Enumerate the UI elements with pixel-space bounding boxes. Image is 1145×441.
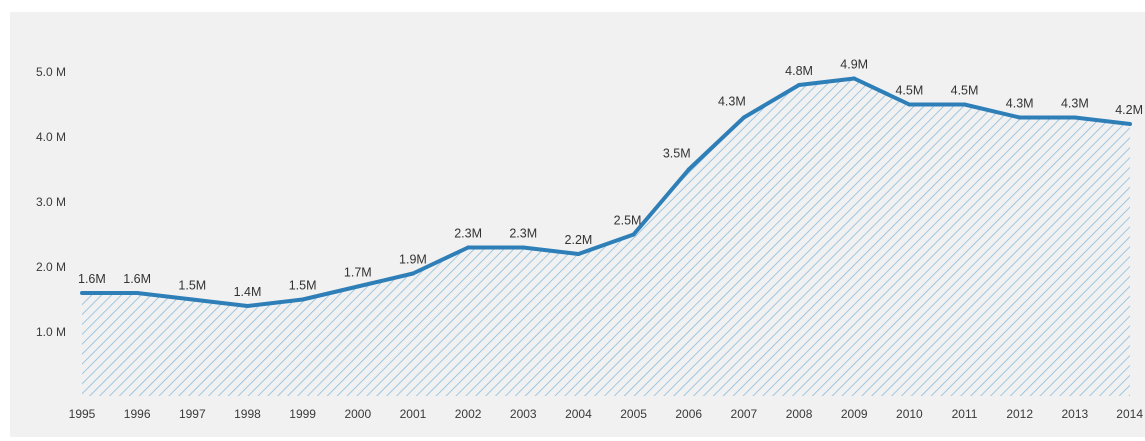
y-tick-label: 3.0 M [36, 195, 66, 209]
series-line-segment [190, 297, 250, 308]
data-labels: 1.6M 1.6M 1.5M 1.4M 1.5M 1.7M 1.9M 2.3M 2.3M 2.2M… [78, 58, 1143, 300]
data-label: 4.2M [1115, 103, 1143, 117]
x-tick-label: 2007 [731, 407, 758, 421]
data-label: 1.5M [178, 279, 206, 293]
x-tick-label: 1995 [69, 407, 96, 421]
series-line-segment [686, 115, 746, 172]
series-line-segment [521, 245, 581, 256]
area-layer [82, 78, 1130, 396]
data-label: 4.3M [1006, 97, 1034, 111]
data-label: 1.4M [234, 285, 262, 299]
x-tick-label: 1996 [124, 407, 151, 421]
x-tick-label: 2008 [786, 407, 813, 421]
series-line-segment [576, 232, 636, 256]
x-tick-label: 1998 [234, 407, 261, 421]
y-tick-label: 4.0 M [36, 130, 66, 144]
data-label: 2.5M [614, 214, 642, 228]
series-line-segment [1072, 115, 1132, 126]
series-line-segment [300, 284, 360, 302]
line-layer [80, 76, 1132, 308]
x-tick-label: 1999 [289, 407, 316, 421]
x-tick-label: 2005 [620, 407, 647, 421]
x-tick-label: 2003 [510, 407, 537, 421]
data-label: 4.3M [1061, 97, 1089, 111]
data-label: 4.8M [785, 64, 813, 78]
data-label: 1.6M [123, 272, 151, 286]
data-label: 1.5M [289, 279, 317, 293]
data-label: 3.5M [663, 147, 691, 161]
x-tick-label: 2001 [400, 407, 427, 421]
series-line-segment [245, 297, 305, 308]
x-tick-label: 1997 [179, 407, 206, 421]
data-label: 2.3M [454, 227, 482, 241]
x-tick-label: 2010 [896, 407, 923, 421]
x-tick-label: 2004 [565, 407, 592, 421]
series-line-segment [852, 76, 912, 107]
y-axis: 1.0 M 2.0 M 3.0 M 4.0 M 5.0 M [36, 65, 66, 339]
x-tick-label: 2012 [1006, 407, 1033, 421]
area-fill [82, 78, 1130, 396]
data-label: 4.5M [951, 84, 979, 98]
series-line-segment [797, 76, 857, 87]
x-tick-label: 2014 [1116, 407, 1143, 421]
data-label: 1.9M [399, 253, 427, 267]
y-tick-label: 2.0 M [36, 260, 66, 274]
series-line-segment [631, 167, 691, 237]
data-label: 2.3M [509, 227, 537, 241]
data-label: 1.6M [78, 272, 106, 286]
x-tick-label: 2009 [841, 407, 868, 421]
data-label: 2.2M [565, 233, 593, 247]
x-tick-label: 2011 [952, 407, 978, 421]
y-tick-label: 5.0 M [36, 65, 66, 79]
data-label: 4.5M [895, 84, 923, 98]
series-line-segment [962, 102, 1022, 120]
y-tick-label: 1.0 M [36, 325, 66, 339]
data-label: 4.3M [718, 95, 746, 109]
series-line-segment [135, 291, 195, 302]
series-line-segment [741, 83, 802, 120]
data-label: 1.7M [344, 266, 372, 280]
series-line-segment [410, 245, 471, 276]
x-axis: 1995 1996 1997 1998 1999 2000 2001 2002 2003 2004… [69, 407, 1144, 421]
x-tick-label: 2006 [675, 407, 702, 421]
x-tick-label: 2002 [455, 407, 482, 421]
series-line-segment [355, 271, 415, 289]
x-tick-label: 2000 [344, 407, 371, 421]
x-tick-label: 2013 [1061, 407, 1088, 421]
data-label: 4.9M [840, 58, 868, 72]
